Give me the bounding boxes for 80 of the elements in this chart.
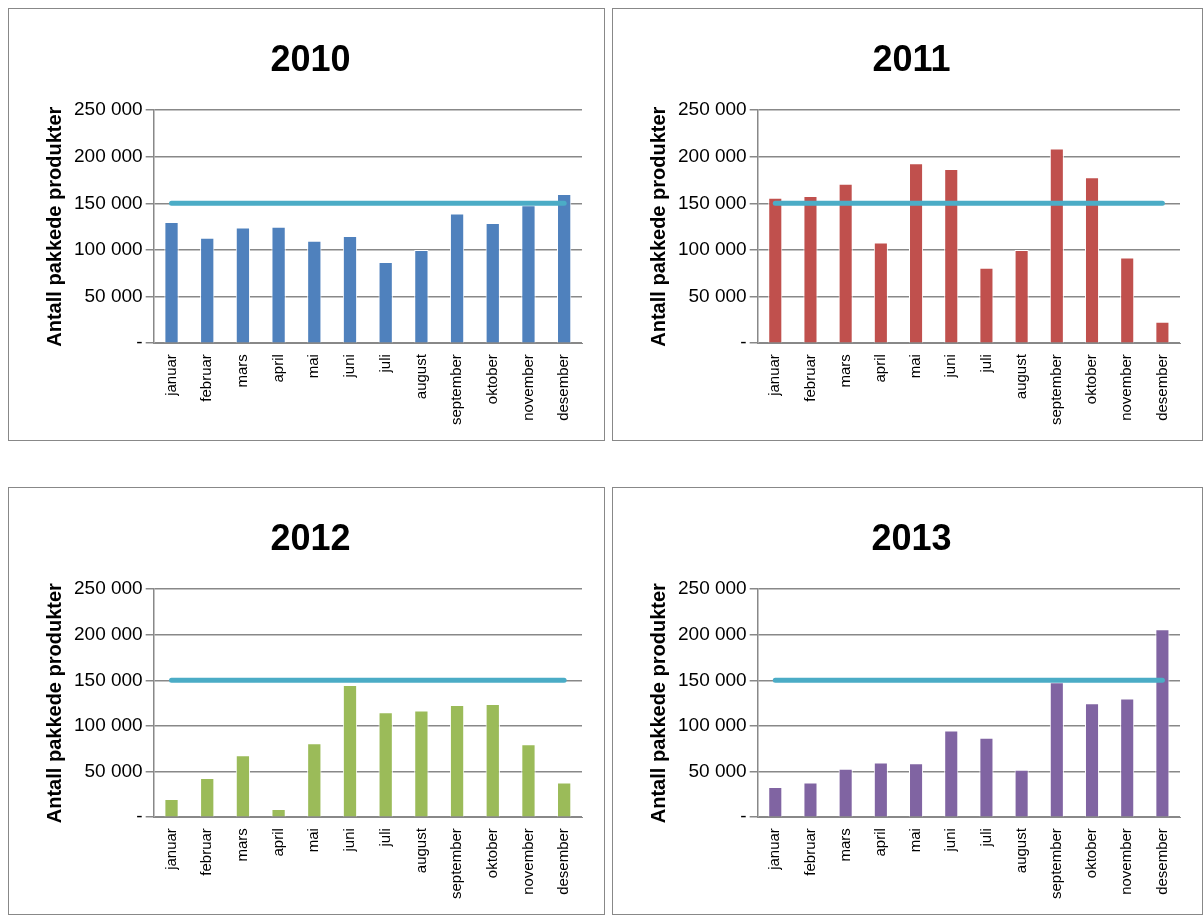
x-tick-label: oktober: [1082, 354, 1100, 405]
chart-title: 2010: [270, 37, 351, 79]
y-tick-label: 100 000: [677, 238, 747, 260]
y-tick-label: 250 000: [677, 577, 747, 599]
x-tick-label: november: [1117, 828, 1135, 895]
y-axis-title: Antall pakkede produkter: [42, 582, 65, 824]
y-tick-label: 250 000: [73, 577, 143, 599]
y-tick-label: 100 000: [73, 238, 143, 260]
y-axis-title: Antall pakkede produkter: [646, 582, 669, 824]
x-tick-label: oktober: [1082, 828, 1100, 879]
x-tick-label: august: [411, 353, 429, 400]
x-tick-label: mars: [835, 354, 853, 388]
y-tick-label: -: [136, 331, 143, 353]
x-tick-label: juni: [941, 828, 959, 853]
x-tick-label: januar: [161, 354, 179, 397]
chart-title: 2012: [270, 516, 351, 558]
x-tick-label: desember: [554, 828, 572, 895]
x-tick-label: juli: [375, 828, 393, 848]
x-tick-label: september: [1046, 828, 1064, 900]
x-tick-label: november: [518, 828, 536, 895]
y-tick-label: 150 000: [677, 191, 747, 213]
x-tick-label: april: [871, 828, 888, 857]
x-tick-label: januar: [765, 354, 783, 397]
x-tick-label: april: [268, 828, 286, 857]
x-tick-label: april: [268, 354, 286, 383]
x-tick-label: august: [1011, 353, 1029, 400]
y-tick-label: 100 000: [677, 714, 747, 736]
x-tick-label: februar: [800, 828, 818, 876]
y-tick-label: 150 000: [73, 668, 143, 690]
x-tick-label: mai: [906, 828, 924, 853]
x-tick-label: mai: [906, 354, 924, 379]
x-tick-label: februar: [197, 354, 215, 402]
x-tick-label: desember: [554, 354, 572, 421]
y-tick-label: -: [740, 331, 747, 353]
x-tick-label: mars: [233, 354, 251, 388]
chart-title: 2011: [872, 37, 951, 79]
y-tick-label: 50 000: [84, 284, 143, 306]
y-tick-label: 200 000: [73, 623, 143, 645]
x-tick-label: august: [1011, 827, 1029, 874]
y-tick-label: 250 000: [73, 98, 143, 120]
x-tick-label: februar: [800, 354, 818, 402]
x-tick-label: mai: [304, 828, 322, 853]
y-axis-title: Antall pakkede produkter: [42, 106, 65, 347]
y-tick-label: 150 000: [73, 191, 143, 213]
x-tick-label: november: [518, 354, 536, 421]
x-tick-label: november: [1117, 354, 1135, 421]
y-tick-label: 50 000: [688, 284, 747, 306]
x-tick-label: juni: [941, 354, 959, 379]
x-tick-label: juli: [976, 354, 994, 374]
y-tick-label: 200 000: [677, 623, 747, 645]
x-tick-label: oktober: [482, 354, 500, 405]
x-tick-label: mars: [233, 828, 251, 862]
y-tick-label: 200 000: [73, 145, 143, 167]
x-tick-label: desember: [1152, 354, 1170, 421]
y-tick-label: -: [136, 805, 143, 827]
x-tick-label: juni: [340, 354, 358, 379]
y-tick-label: 50 000: [688, 759, 747, 781]
x-tick-label: mai: [304, 354, 322, 379]
x-tick-label: mars: [835, 828, 853, 862]
x-tick-label: september: [1046, 354, 1064, 426]
y-tick-label: -: [740, 805, 747, 827]
x-tick-label: september: [447, 828, 465, 900]
x-tick-label: april: [871, 354, 888, 383]
x-tick-label: oktober: [482, 828, 500, 879]
x-tick-label: september: [447, 354, 465, 426]
chart-title: 2013: [871, 516, 952, 558]
y-tick-label: 200 000: [677, 145, 747, 167]
x-tick-label: januar: [765, 828, 783, 871]
x-tick-label: februar: [197, 828, 215, 876]
y-tick-label: 150 000: [677, 668, 747, 690]
x-tick-label: juli: [375, 354, 393, 374]
y-axis-title: Antall pakkede produkter: [646, 106, 669, 347]
x-tick-label: juni: [340, 828, 358, 853]
x-tick-label: desember: [1152, 828, 1170, 895]
y-tick-label: 50 000: [84, 759, 143, 781]
x-tick-label: januar: [161, 828, 179, 871]
x-tick-label: august: [411, 827, 429, 874]
x-tick-label: juli: [976, 828, 994, 848]
y-tick-label: 100 000: [73, 714, 143, 736]
y-tick-label: 250 000: [677, 98, 747, 120]
